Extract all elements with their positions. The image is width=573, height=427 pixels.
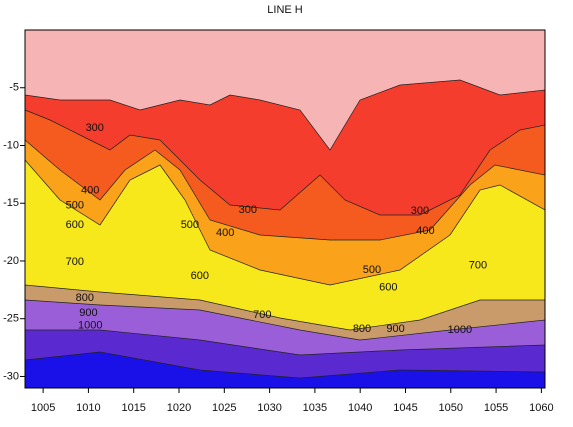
contour-label: 500 bbox=[66, 199, 84, 211]
contour-label: 900 bbox=[79, 307, 97, 319]
contour-label: 600 bbox=[379, 281, 397, 293]
y-tick-label: -30 bbox=[3, 370, 19, 382]
contour-label: 500 bbox=[181, 219, 199, 231]
x-tick-label: 1020 bbox=[167, 402, 191, 414]
x-tick-label: 1055 bbox=[484, 402, 508, 414]
y-tick-label: -10 bbox=[3, 139, 19, 151]
y-tick-label: -25 bbox=[3, 313, 19, 325]
contour-label: 400 bbox=[216, 227, 234, 239]
x-tick-label: 1010 bbox=[76, 402, 100, 414]
y-tick-label: -15 bbox=[3, 197, 19, 209]
contour-label: 300 bbox=[239, 204, 257, 216]
y-tick-label: -20 bbox=[3, 255, 19, 267]
contour-label: 800 bbox=[353, 323, 371, 335]
contour-label: 800 bbox=[76, 292, 94, 304]
contour-label: 500 bbox=[363, 264, 381, 276]
x-tick-label: 1060 bbox=[529, 402, 553, 414]
x-tick-label: 1030 bbox=[257, 402, 281, 414]
x-tick-label: 1015 bbox=[121, 402, 145, 414]
contour-label: 700 bbox=[66, 256, 84, 268]
contour-label: 400 bbox=[81, 184, 99, 196]
y-tick-label: -5 bbox=[9, 82, 19, 94]
contour-label: 700 bbox=[253, 309, 271, 321]
contour-label: 1000 bbox=[448, 324, 472, 336]
x-tick-label: 1005 bbox=[31, 402, 55, 414]
contour-label: 700 bbox=[469, 259, 487, 271]
contour-label: 600 bbox=[191, 270, 209, 282]
chart-title: LINE H bbox=[267, 4, 303, 16]
contour-label: 600 bbox=[66, 219, 84, 231]
contour-label: 300 bbox=[411, 205, 429, 217]
x-tick-label: 1045 bbox=[393, 402, 417, 414]
contour-label: 1000 bbox=[78, 320, 102, 332]
contour-label: 400 bbox=[416, 225, 434, 237]
x-tick-label: 1035 bbox=[303, 402, 327, 414]
plot-frame bbox=[24, 29, 546, 389]
x-tick-label: 1040 bbox=[348, 402, 372, 414]
x-tick-label: 1050 bbox=[439, 402, 463, 414]
contour-label: 900 bbox=[386, 323, 404, 335]
x-tick-label: 1025 bbox=[212, 402, 236, 414]
contour-label: 300 bbox=[86, 122, 104, 134]
